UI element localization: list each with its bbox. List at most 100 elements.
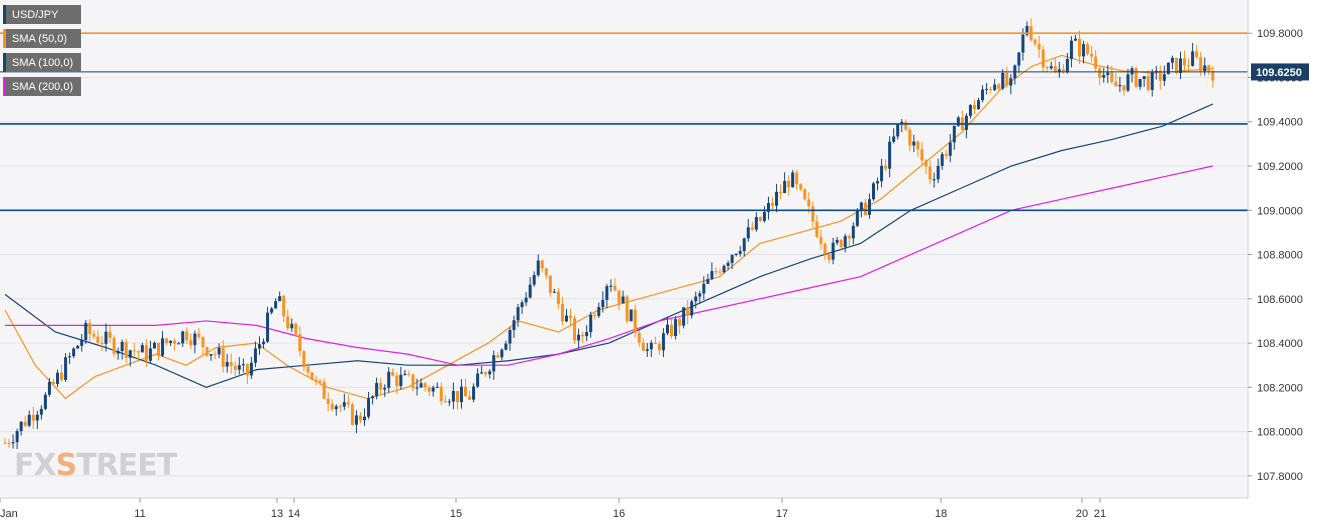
candle-body — [896, 124, 900, 137]
candle-body — [508, 330, 512, 344]
legend-item-sma-100[interactable]: SMA (100,0) — [3, 53, 82, 72]
candle-body — [512, 320, 516, 331]
candle-body — [581, 334, 585, 337]
candle-body — [573, 318, 577, 341]
legend-item-sma-200[interactable]: SMA (200,0) — [3, 77, 82, 96]
candle-body — [294, 323, 298, 335]
candle-body — [552, 291, 556, 293]
candle-body — [233, 365, 237, 370]
candle-body — [758, 217, 762, 221]
candle-body — [779, 191, 783, 194]
candle-body — [839, 239, 843, 248]
candle-body — [1078, 38, 1082, 57]
candle-body — [536, 260, 540, 276]
candle-body — [468, 396, 472, 400]
candle-body — [399, 374, 403, 386]
candle-body — [480, 372, 484, 374]
candle-body — [556, 291, 560, 305]
legend-item-usdjpy[interactable]: USD/JPY — [3, 5, 82, 24]
candle-body — [771, 202, 775, 206]
candle-body — [1211, 71, 1215, 81]
candle-body — [213, 354, 217, 356]
candle-body — [989, 88, 993, 91]
candle-body — [924, 160, 928, 167]
x-axis: Jan 11 13 14 15 16 17 18 20 21 — [0, 497, 1248, 520]
candle-body — [880, 165, 884, 182]
candle-body — [395, 375, 399, 386]
candle-body — [1001, 72, 1005, 89]
candle-body — [1045, 67, 1049, 69]
candle-body — [1142, 76, 1146, 79]
candle-body — [851, 225, 855, 239]
candle-body — [1158, 70, 1162, 81]
candle-body — [968, 104, 972, 116]
candle-body — [419, 383, 423, 388]
candle-body — [387, 371, 391, 388]
candle-body — [661, 333, 665, 351]
candle-body — [613, 285, 617, 291]
candle-body — [625, 296, 629, 322]
candle-body — [205, 347, 209, 356]
candle-body — [734, 253, 738, 256]
candle-body — [754, 217, 758, 230]
candle-body — [1110, 72, 1114, 82]
candle-body — [415, 387, 419, 389]
candle-body — [411, 374, 415, 389]
candle-body — [1106, 72, 1110, 76]
candle-body — [128, 350, 132, 358]
x-tick-label: Jan — [0, 508, 18, 520]
candle-body — [977, 100, 981, 110]
candle-body — [859, 202, 863, 210]
candle-body — [241, 364, 245, 366]
legend: USD/JPY SMA (50,0) SMA (100,0) SMA (200,… — [3, 5, 82, 101]
candle-body — [710, 271, 714, 280]
candle-body — [326, 398, 330, 404]
candle-body — [649, 342, 653, 350]
candle-body — [492, 355, 496, 372]
x-tick-label: 14 — [288, 508, 300, 520]
candle-body — [564, 315, 568, 322]
candle-body — [245, 364, 249, 376]
legend-item-sma-50[interactable]: SMA (50,0) — [3, 29, 82, 48]
candle-body — [100, 342, 104, 344]
candle-body — [936, 165, 940, 180]
candle-body — [1207, 65, 1211, 72]
candle-body — [1005, 72, 1009, 86]
candle-body — [678, 319, 682, 326]
candle-body — [888, 141, 892, 169]
legend-label: SMA (200,0) — [12, 80, 74, 93]
candle-body — [694, 296, 698, 302]
candle-body — [464, 386, 468, 397]
candle-body — [532, 275, 536, 285]
x-tick-label: 16 — [613, 508, 625, 520]
legend-label: USD/JPY — [12, 8, 59, 21]
candle-body — [993, 84, 997, 91]
sma-line — [4, 103, 1214, 388]
x-tick-label: 20 — [1076, 508, 1088, 520]
candle-body — [617, 290, 621, 304]
candle-body — [1021, 34, 1025, 53]
candle-body — [302, 351, 306, 367]
candle-body — [334, 406, 338, 410]
candle-body — [577, 334, 581, 341]
x-tick-label: 13 — [271, 508, 283, 520]
candle-body — [185, 331, 189, 341]
candle-body — [346, 402, 350, 405]
candle-body — [702, 283, 706, 294]
candle-body — [670, 324, 674, 337]
candle-body — [811, 206, 815, 222]
candle-body — [706, 279, 710, 284]
candle-body — [1082, 44, 1086, 57]
candle-body — [674, 319, 678, 337]
candle-body — [262, 341, 266, 345]
plot-area — [0, 0, 1248, 498]
candle-body — [165, 338, 169, 343]
candle-body — [1049, 66, 1053, 69]
candle-body — [11, 442, 15, 444]
candle-body — [15, 431, 19, 443]
candle-body — [439, 386, 443, 402]
x-tick-label: 11 — [134, 508, 145, 520]
price-candles — [3, 18, 1215, 450]
candle-body — [1170, 57, 1174, 63]
candle-body — [1134, 68, 1138, 87]
